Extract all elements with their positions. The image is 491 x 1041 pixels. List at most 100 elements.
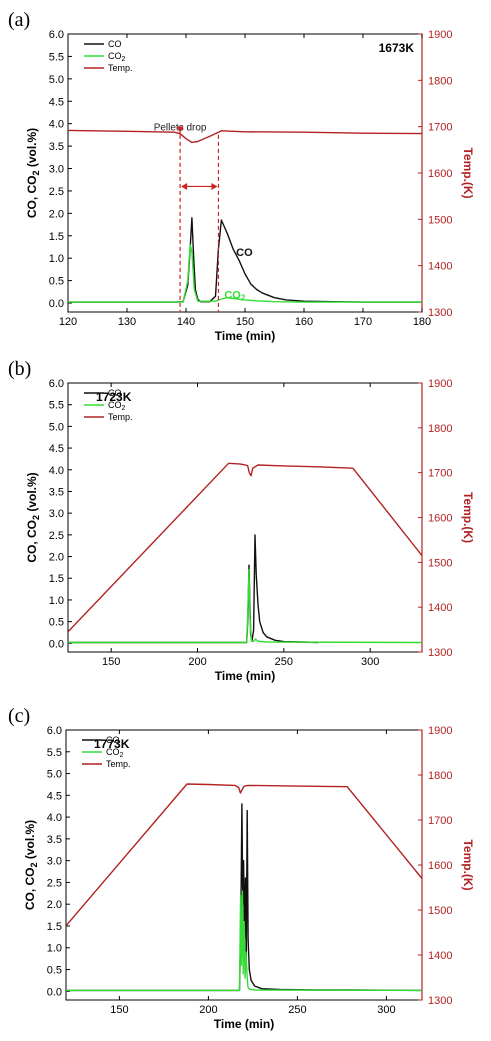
y-tick-label: 4.0 bbox=[47, 812, 62, 824]
y-axis-title-main: CO, CO bbox=[23, 868, 37, 911]
y-tick-label: 0.0 bbox=[47, 986, 62, 998]
temperature-label: 1673K bbox=[379, 41, 415, 55]
y2-tick-label: 1700 bbox=[428, 122, 452, 134]
y2-tick-label: 1500 bbox=[428, 557, 452, 569]
legend-label-sub: 2 bbox=[122, 56, 126, 63]
y2-tick-label: 1300 bbox=[428, 647, 452, 659]
x-axis-title: Time (min) bbox=[215, 329, 275, 343]
x-tick-label: 250 bbox=[288, 1004, 306, 1016]
series-line-temp bbox=[68, 129, 422, 144]
annotation-curve-label-main: CO bbox=[236, 247, 253, 259]
pellets-drop-arrow-head bbox=[176, 126, 184, 133]
y-tick-label: 5.5 bbox=[49, 400, 64, 412]
y-tick-label: 2.0 bbox=[49, 552, 64, 564]
y-tick-label: 1.5 bbox=[47, 921, 62, 933]
y-tick-label: 5.0 bbox=[49, 74, 64, 86]
y-axis-title-main: CO, CO bbox=[25, 520, 39, 563]
annotation-curve-label-sub: 2 bbox=[241, 294, 246, 303]
y2-axis-title: Temp.(K) bbox=[461, 839, 475, 890]
y-tick-label: 3.5 bbox=[49, 486, 64, 498]
y-tick-label: 3.0 bbox=[49, 508, 64, 520]
x-tick-label: 120 bbox=[59, 316, 77, 328]
y-axis-title-sub: 2 bbox=[29, 862, 39, 867]
x-tick-label: 140 bbox=[177, 316, 195, 328]
y-tick-label: 4.5 bbox=[49, 96, 64, 108]
legend-label-main: Temp. bbox=[108, 63, 133, 73]
legend-label: Temp. bbox=[108, 63, 133, 73]
annotation-curve-label: CO bbox=[236, 247, 253, 259]
x-tick-label: 180 bbox=[413, 316, 431, 328]
y-tick-label: 0.0 bbox=[49, 638, 64, 650]
y-tick-label: 2.0 bbox=[47, 899, 62, 911]
y-tick-label: 6.0 bbox=[49, 29, 64, 41]
y2-tick-label: 1900 bbox=[428, 29, 452, 41]
y2-tick-label: 1400 bbox=[428, 950, 452, 962]
y2-axis-title: Temp.(K) bbox=[461, 147, 475, 198]
legend-label: CO bbox=[108, 39, 122, 49]
y-tick-label: 5.5 bbox=[47, 747, 62, 759]
interval-arrow-head-right bbox=[211, 182, 218, 190]
y2-tick-label: 1400 bbox=[428, 261, 452, 273]
legend-label-sub: 2 bbox=[120, 752, 124, 759]
panel-label: (c) bbox=[8, 705, 30, 727]
y-tick-label: 0.5 bbox=[47, 965, 62, 977]
y2-tick-label: 1700 bbox=[428, 815, 452, 827]
x-tick-label: 200 bbox=[188, 656, 206, 668]
y2-tick-label: 1600 bbox=[428, 860, 452, 872]
series-line-co bbox=[68, 217, 422, 303]
y-tick-label: 0.5 bbox=[49, 617, 64, 629]
x-tick-label: 300 bbox=[361, 656, 379, 668]
y2-tick-label: 1900 bbox=[428, 378, 452, 390]
y2-tick-label: 1700 bbox=[428, 468, 452, 480]
legend-label-main: CO bbox=[108, 39, 122, 49]
series-line-temp bbox=[66, 783, 422, 927]
y2-axis-title: Temp.(K) bbox=[461, 492, 475, 543]
y-axis-title-tail: (vol.%) bbox=[23, 820, 37, 863]
y-tick-label: 2.5 bbox=[47, 877, 62, 889]
y-axis-title-tail: (vol.%) bbox=[25, 128, 39, 171]
y-tick-label: 3.0 bbox=[47, 856, 62, 868]
series-line-co2 bbox=[68, 568, 422, 644]
legend-label-main: CO bbox=[106, 747, 120, 757]
chart-panel-3: (c) 0.0 0.5 1.0 1.5 2.0 2.5 3.0 3.5 4.0 4.5 5.0 5.5 6… bbox=[8, 705, 475, 1031]
chart-panel-2: (b) 0.0 0.5 1.0 1.5 2.0 2.5 3.0 3.5 4.0 4.5 5.0 5.5 6… bbox=[8, 358, 475, 683]
y-tick-label: 3.5 bbox=[49, 141, 64, 153]
x-tick-label: 200 bbox=[199, 1004, 217, 1016]
panel-label: (b) bbox=[8, 358, 31, 380]
series-line-co2 bbox=[68, 243, 422, 303]
y-tick-label: 2.5 bbox=[49, 530, 64, 542]
y-tick-label: 1.0 bbox=[49, 253, 64, 265]
y-tick-label: 2.5 bbox=[49, 186, 64, 198]
panel-label: (a) bbox=[8, 9, 30, 31]
x-tick-label: 150 bbox=[102, 656, 120, 668]
legend-label: CO2 bbox=[106, 747, 124, 759]
y-axis-title: CO, CO2 (vol.%) bbox=[23, 820, 39, 910]
x-tick-label: 130 bbox=[118, 316, 136, 328]
y2-tick-label: 1300 bbox=[428, 995, 452, 1007]
legend-label-main: CO bbox=[108, 400, 122, 410]
legend-label: CO2 bbox=[108, 400, 126, 412]
y-tick-label: 5.5 bbox=[49, 51, 64, 63]
x-axis-title: Time (min) bbox=[214, 1017, 274, 1031]
y-tick-label: 5.0 bbox=[49, 421, 64, 433]
series-line-temp bbox=[68, 462, 422, 633]
legend-label: Temp. bbox=[106, 759, 131, 769]
y2-tick-label: 1800 bbox=[428, 75, 452, 87]
x-tick-label: 160 bbox=[295, 316, 313, 328]
x-tick-label: 150 bbox=[110, 1004, 128, 1016]
y2-tick-label: 1800 bbox=[428, 770, 452, 782]
annotation-curve-label-main: CO bbox=[224, 290, 241, 302]
y2-tick-label: 1300 bbox=[428, 307, 452, 319]
x-tick-label: 300 bbox=[377, 1004, 395, 1016]
x-tick-label: 170 bbox=[354, 316, 372, 328]
plot-frame bbox=[67, 33, 423, 313]
x-axis-title: Time (min) bbox=[215, 669, 275, 683]
y-axis-title: CO, CO2 (vol.%) bbox=[25, 128, 41, 218]
y-tick-label: 1.5 bbox=[49, 231, 64, 243]
legend-label: CO bbox=[108, 388, 122, 398]
y-tick-label: 6.0 bbox=[47, 725, 62, 737]
legend-label: Temp. bbox=[108, 412, 133, 422]
annotation-curve-label: CO2 bbox=[224, 290, 246, 303]
y-tick-label: 5.0 bbox=[47, 769, 62, 781]
